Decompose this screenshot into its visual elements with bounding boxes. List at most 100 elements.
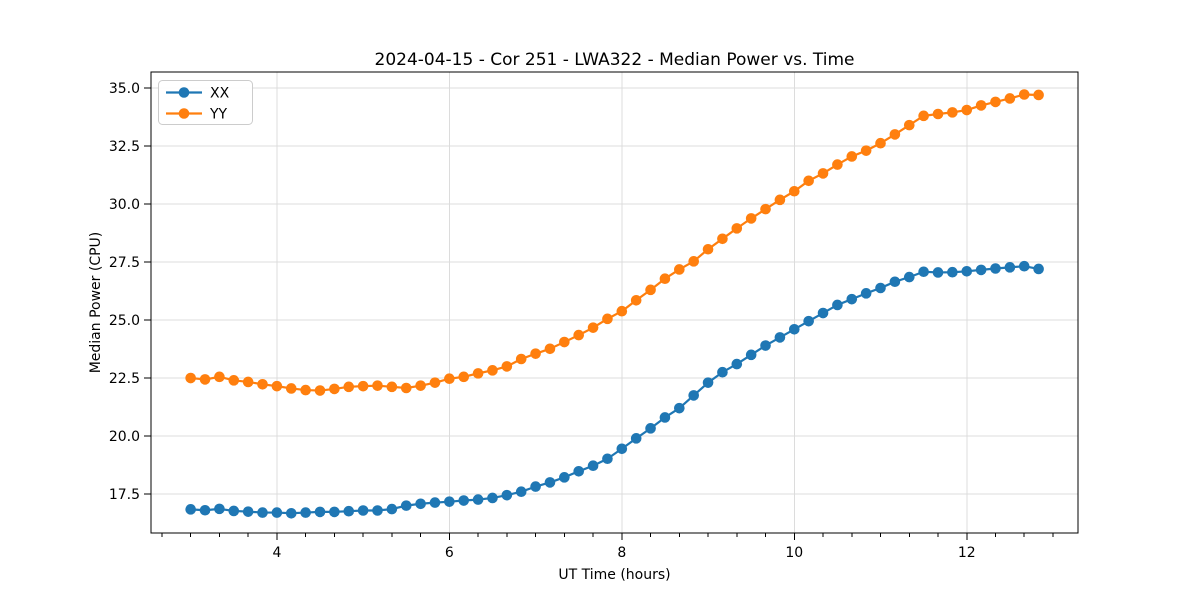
data-point-XX bbox=[329, 506, 340, 518]
data-point-YY bbox=[343, 381, 355, 393]
legend-box bbox=[158, 80, 253, 125]
legend-marker-YY bbox=[178, 108, 190, 119]
data-point-XX bbox=[501, 489, 513, 501]
data-point-YY bbox=[832, 159, 843, 170]
data-point-XX bbox=[947, 266, 958, 278]
data-point-XX bbox=[717, 366, 728, 378]
data-point-XX bbox=[659, 412, 671, 423]
data-point-XX bbox=[487, 492, 498, 504]
data-point-YY bbox=[559, 336, 570, 348]
data-point-YY bbox=[228, 375, 240, 386]
y-tick-label: 20.0 bbox=[109, 429, 140, 445]
data-point-YY bbox=[501, 361, 513, 372]
axes-spines bbox=[150, 71, 1079, 534]
data-point-XX bbox=[573, 465, 585, 477]
data-point-YY bbox=[185, 372, 196, 384]
data-point-YY bbox=[1018, 89, 1030, 100]
data-point-XX bbox=[214, 503, 225, 515]
data-point-YY bbox=[544, 343, 556, 355]
data-point-XX bbox=[788, 324, 800, 335]
data-point-XX bbox=[731, 358, 743, 370]
data-point-XX bbox=[285, 507, 297, 519]
data-point-YY bbox=[889, 129, 901, 140]
legend: XX YY bbox=[158, 80, 253, 125]
data-point-XX bbox=[846, 293, 858, 305]
data-point-YY bbox=[875, 137, 886, 149]
series-YY bbox=[185, 89, 1044, 396]
data-point-XX bbox=[472, 494, 484, 505]
grid bbox=[151, 72, 1078, 533]
data-point-YY bbox=[803, 175, 814, 187]
y-tick-label: 22.5 bbox=[109, 371, 140, 387]
chart-title: 2024-04-15 - Cor 251 - LWA322 - Median P… bbox=[375, 50, 855, 70]
data-point-XX bbox=[587, 460, 599, 472]
data-point-XX bbox=[875, 282, 886, 294]
data-point-YY bbox=[487, 365, 498, 376]
data-point-YY bbox=[616, 305, 628, 317]
data-point-YY bbox=[990, 96, 1001, 108]
data-point-YY bbox=[659, 273, 671, 285]
data-point-YY bbox=[817, 168, 829, 179]
y-axis bbox=[144, 87, 151, 495]
data-point-YY bbox=[285, 383, 297, 394]
data-point-YY bbox=[372, 380, 383, 391]
data-point-XX bbox=[458, 495, 470, 506]
data-point-XX bbox=[645, 423, 656, 434]
data-point-XX bbox=[903, 271, 915, 283]
x-tick-label: 12 bbox=[958, 545, 976, 561]
data-point-XX bbox=[602, 453, 613, 465]
data-point-YY bbox=[846, 151, 858, 162]
data-point-XX bbox=[1018, 260, 1030, 272]
data-point-XX bbox=[544, 477, 556, 488]
data-point-XX bbox=[1033, 263, 1044, 275]
x-tick-label: 10 bbox=[785, 545, 803, 561]
data-point-YY bbox=[760, 203, 771, 215]
data-point-XX bbox=[357, 505, 369, 516]
series-XX bbox=[185, 260, 1044, 519]
data-point-XX bbox=[271, 507, 283, 518]
data-point-XX bbox=[860, 288, 872, 299]
data-point-XX bbox=[199, 504, 211, 516]
data-point-YY bbox=[674, 264, 685, 275]
data-point-YY bbox=[1033, 89, 1044, 101]
data-point-XX bbox=[803, 315, 814, 327]
x-axis-label: UT Time (hours) bbox=[558, 567, 670, 583]
data-point-YY bbox=[257, 378, 268, 390]
data-point-YY bbox=[357, 380, 369, 392]
data-point-YY bbox=[573, 329, 585, 341]
data-point-YY bbox=[400, 382, 412, 394]
data-point-XX bbox=[400, 500, 412, 511]
data-point-YY bbox=[947, 107, 958, 118]
data-point-YY bbox=[702, 243, 714, 255]
data-point-XX bbox=[932, 267, 944, 278]
data-point-YY bbox=[975, 100, 987, 111]
y-tick-label: 25.0 bbox=[109, 313, 140, 329]
data-point-YY bbox=[745, 213, 757, 224]
data-point-YY bbox=[329, 383, 340, 395]
data-point-YY bbox=[429, 377, 441, 388]
data-point-YY bbox=[918, 110, 929, 122]
data-point-XX bbox=[415, 498, 426, 510]
data-point-YY bbox=[271, 380, 283, 392]
data-point-XX bbox=[300, 507, 311, 518]
y-axis-label: Median Power (CPU) bbox=[88, 232, 104, 374]
data-point-XX bbox=[774, 332, 786, 343]
data-point-YY bbox=[788, 185, 800, 197]
data-point-YY bbox=[314, 385, 326, 396]
data-point-YY bbox=[530, 348, 541, 359]
data-point-YY bbox=[774, 194, 786, 206]
data-point-YY bbox=[860, 145, 872, 156]
data-point-YY bbox=[515, 353, 527, 365]
data-point-XX bbox=[702, 377, 714, 388]
data-point-YY bbox=[587, 322, 599, 333]
plot-background bbox=[151, 72, 1078, 533]
y-tick-label: 30.0 bbox=[109, 197, 140, 213]
y-tick-label: 32.5 bbox=[109, 139, 140, 155]
data-point-XX bbox=[314, 506, 326, 518]
y-tick-label: 27.5 bbox=[109, 255, 140, 271]
data-point-XX bbox=[1004, 262, 1016, 273]
data-point-XX bbox=[961, 265, 973, 277]
data-point-XX bbox=[918, 266, 929, 278]
